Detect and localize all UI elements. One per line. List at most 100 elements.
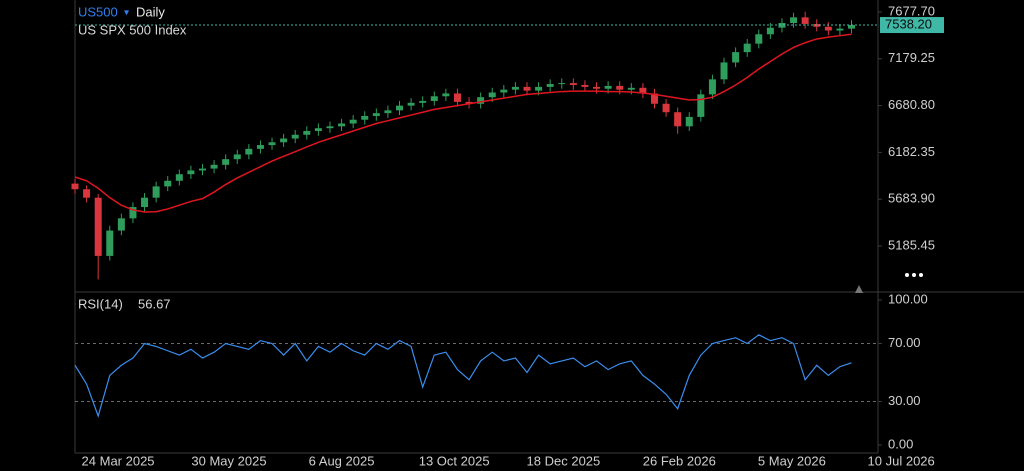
candle-body <box>720 62 728 80</box>
candle-body <box>396 105 404 111</box>
candle-body <box>210 164 218 169</box>
candle-body <box>674 112 682 127</box>
menu-dot <box>919 273 923 277</box>
indicator-name: RSI(14) <box>78 296 123 311</box>
y-tick-label: 30.00 <box>888 393 921 408</box>
candle-body <box>685 116 693 127</box>
candle-body <box>175 174 183 181</box>
menu-dot <box>905 273 909 277</box>
candle-body <box>755 34 763 44</box>
candle-body <box>117 218 125 231</box>
candle-body <box>106 230 114 256</box>
candle-body <box>662 103 670 113</box>
rsi-line <box>74 334 852 418</box>
y-tick-label: 6680.80 <box>888 97 935 112</box>
x-tick-label: 5 May 2026 <box>758 453 826 468</box>
symbol-dropdown-icon[interactable]: ▾ <box>124 8 129 19</box>
candle-body <box>71 183 79 190</box>
plot-layer: 7677.70 7179.25 6680.80 6182.35 5683.90 5185.… <box>71 3 944 468</box>
candle-body <box>801 17 809 24</box>
candle-body <box>535 86 543 91</box>
symbol[interactable]: US500 <box>78 4 118 19</box>
y-tick-label: 7677.70 <box>888 3 935 18</box>
candle-body <box>616 85 624 90</box>
x-tick-label: 6 Aug 2025 <box>309 453 375 468</box>
candle-body <box>523 86 531 91</box>
candle-body <box>511 86 519 90</box>
x-tick-label: 10 Jul 2026 <box>868 453 935 468</box>
candle-body <box>222 159 230 165</box>
y-tick-label: 70.00 <box>888 335 921 350</box>
candle-body <box>708 79 716 95</box>
candle-body <box>187 170 195 175</box>
candle-body <box>349 119 357 124</box>
candle-body <box>338 123 346 127</box>
candle-body <box>848 25 856 29</box>
candle-body <box>569 83 577 85</box>
candle-body <box>268 142 276 146</box>
candle-body <box>152 186 160 198</box>
candle-body <box>442 93 450 97</box>
last-price-label: 7538.20 <box>885 16 932 31</box>
candle-body <box>465 101 473 104</box>
candle-body <box>314 128 322 132</box>
candle-body <box>303 131 311 135</box>
candle-body <box>407 102 415 106</box>
timeframe[interactable]: Daily <box>136 4 165 19</box>
candle-body <box>280 138 288 143</box>
candle-body <box>790 17 798 24</box>
indicator-value: 56.67 <box>138 296 171 311</box>
y-tick-label: 100.00 <box>888 291 928 306</box>
y-tick-label: 5185.45 <box>888 237 935 252</box>
candle-body <box>94 197 102 256</box>
candle-body <box>372 113 380 116</box>
moving-average-line <box>74 33 852 213</box>
candle-body <box>233 154 241 160</box>
candle-body <box>604 85 612 89</box>
instrument-name: US SPX 500 Index <box>78 22 187 37</box>
candle-body <box>546 84 554 87</box>
candle-body <box>164 180 172 187</box>
candle-body <box>732 52 740 63</box>
candle-body <box>477 97 485 104</box>
x-tick-label: 24 Mar 2025 <box>82 453 155 468</box>
candle-body <box>419 100 427 103</box>
x-tick-label: 18 Dec 2025 <box>527 453 601 468</box>
candle-body <box>141 197 149 208</box>
y-tick-label: 7179.25 <box>888 50 935 65</box>
candle-body <box>500 89 508 93</box>
candle-body <box>361 115 369 120</box>
candle-body <box>488 92 496 98</box>
more-menu[interactable] <box>905 273 923 277</box>
y-tick-label: 6182.35 <box>888 144 935 159</box>
candle-body <box>430 96 438 101</box>
candle-body <box>650 93 658 104</box>
candle-body <box>627 87 635 90</box>
candle-body <box>766 27 774 35</box>
candle-body <box>129 207 137 219</box>
menu-dot <box>912 273 916 277</box>
candle-body <box>743 43 751 53</box>
x-tick-label: 13 Oct 2025 <box>419 453 490 468</box>
scroll-marker[interactable] <box>855 285 863 293</box>
candle-body <box>836 28 844 31</box>
candle-body <box>639 87 647 94</box>
candle-body <box>256 145 264 149</box>
candle-body <box>558 83 566 85</box>
x-tick-label: 26 Feb 2026 <box>643 453 716 468</box>
candle-body <box>824 26 832 31</box>
candle-body <box>384 110 392 114</box>
x-tick-label: 30 May 2025 <box>191 453 266 468</box>
y-tick-label: 5683.90 <box>888 191 935 206</box>
candle-body <box>453 93 461 102</box>
candle-body <box>291 134 299 139</box>
last-price-box <box>880 17 944 34</box>
candle-body <box>778 23 786 28</box>
candle-body <box>326 126 334 129</box>
y-tick-label: 0.00 <box>888 436 913 451</box>
candle-body <box>83 189 91 198</box>
candle-body <box>697 94 705 117</box>
